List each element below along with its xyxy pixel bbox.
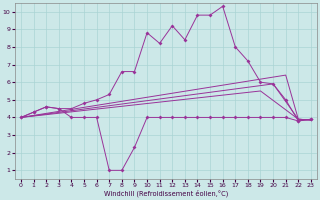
X-axis label: Windchill (Refroidissement éolien,°C): Windchill (Refroidissement éolien,°C): [104, 190, 228, 197]
